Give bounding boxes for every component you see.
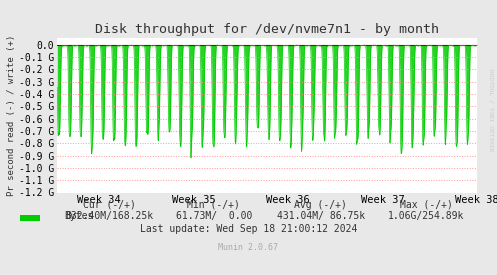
Text: Bytes: Bytes [65, 211, 94, 221]
Y-axis label: Pr second read (-) / write (+): Pr second read (-) / write (+) [7, 35, 16, 196]
Text: Avg (-/+): Avg (-/+) [294, 200, 347, 210]
Title: Disk throughput for /dev/nvme7n1 - by month: Disk throughput for /dev/nvme7n1 - by mo… [95, 23, 439, 36]
Text: Min (-/+): Min (-/+) [187, 200, 240, 210]
Text: Munin 2.0.67: Munin 2.0.67 [219, 243, 278, 252]
Text: Cur (-/+): Cur (-/+) [83, 200, 136, 210]
Text: Max (-/+): Max (-/+) [400, 200, 453, 210]
Text: 1.06G/254.89k: 1.06G/254.89k [388, 211, 465, 221]
Text: 61.73M/  0.00: 61.73M/ 0.00 [175, 211, 252, 221]
Text: RRDTOOL / TOBI OETIKER: RRDTOOL / TOBI OETIKER [489, 69, 494, 151]
Text: Last update: Wed Sep 18 21:00:12 2024: Last update: Wed Sep 18 21:00:12 2024 [140, 224, 357, 234]
Text: 832.40M/168.25k: 832.40M/168.25k [65, 211, 154, 221]
Text: 431.04M/ 86.75k: 431.04M/ 86.75k [276, 211, 365, 221]
